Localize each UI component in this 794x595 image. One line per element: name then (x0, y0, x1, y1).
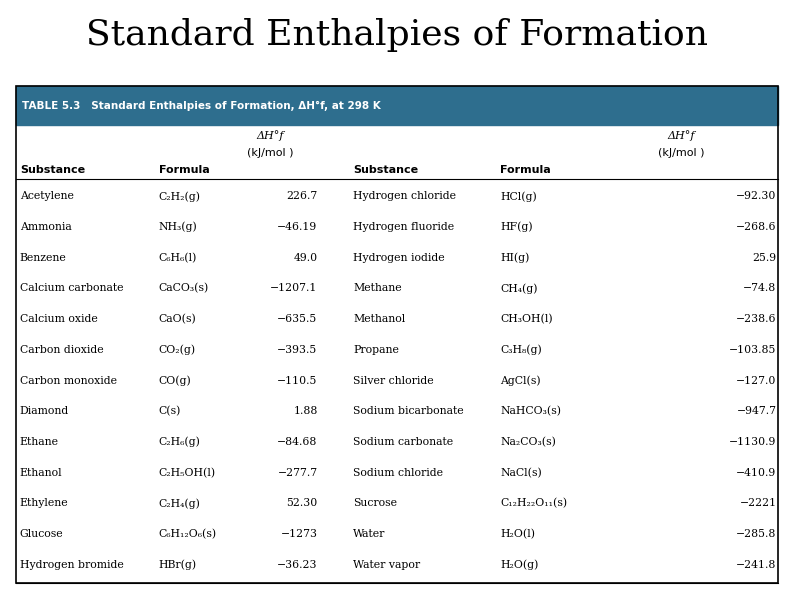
Text: Na₂CO₃(s): Na₂CO₃(s) (500, 437, 556, 447)
Text: NH₃(g): NH₃(g) (159, 222, 198, 232)
Text: CaO(s): CaO(s) (159, 314, 197, 324)
Text: −1130.9: −1130.9 (729, 437, 777, 447)
Text: Sodium bicarbonate: Sodium bicarbonate (353, 406, 464, 416)
Text: Glucose: Glucose (20, 529, 64, 539)
Text: Diamond: Diamond (20, 406, 69, 416)
Text: −947.7: −947.7 (737, 406, 777, 416)
Text: C₂H₂(g): C₂H₂(g) (159, 191, 201, 202)
Text: Calcium oxide: Calcium oxide (20, 314, 98, 324)
Text: −84.68: −84.68 (277, 437, 318, 447)
Text: C₃H₈(g): C₃H₈(g) (500, 345, 542, 355)
Text: CH₄(g): CH₄(g) (500, 283, 538, 294)
Text: H₂O(l): H₂O(l) (500, 529, 535, 539)
Text: Formula: Formula (159, 165, 210, 176)
Text: CO₂(g): CO₂(g) (159, 345, 196, 355)
Text: −410.9: −410.9 (736, 468, 777, 478)
Text: (kJ/mol ): (kJ/mol ) (247, 148, 293, 158)
Text: Standard Enthalpies of Formation: Standard Enthalpies of Formation (86, 18, 708, 52)
Text: −1207.1: −1207.1 (270, 283, 318, 293)
Text: −103.85: −103.85 (729, 345, 777, 355)
Text: HF(g): HF(g) (500, 222, 533, 232)
Text: Benzene: Benzene (20, 253, 67, 262)
Text: Ethane: Ethane (20, 437, 59, 447)
Text: Hydrogen bromide: Hydrogen bromide (20, 560, 124, 570)
Text: −285.8: −285.8 (736, 529, 777, 539)
Text: −241.8: −241.8 (736, 560, 777, 570)
Text: NaHCO₃(s): NaHCO₃(s) (500, 406, 561, 416)
Text: HBr(g): HBr(g) (159, 559, 197, 570)
Text: 226.7: 226.7 (287, 191, 318, 201)
Text: HCl(g): HCl(g) (500, 191, 537, 202)
Text: Acetylene: Acetylene (20, 191, 74, 201)
Text: CH₃OH(l): CH₃OH(l) (500, 314, 553, 324)
Text: Sodium carbonate: Sodium carbonate (353, 437, 453, 447)
Text: Carbon monoxide: Carbon monoxide (20, 375, 117, 386)
Text: 1.88: 1.88 (293, 406, 318, 416)
Text: Hydrogen chloride: Hydrogen chloride (353, 191, 457, 201)
Text: −92.30: −92.30 (736, 191, 777, 201)
Text: Sodium chloride: Sodium chloride (353, 468, 443, 478)
Text: C₂H₅OH(l): C₂H₅OH(l) (159, 468, 216, 478)
Text: −1273: −1273 (280, 529, 318, 539)
Text: Methanol: Methanol (353, 314, 406, 324)
Text: −2221: −2221 (739, 499, 777, 508)
Text: −635.5: −635.5 (277, 314, 318, 324)
Text: C(s): C(s) (159, 406, 181, 416)
Text: C₆H₆(l): C₆H₆(l) (159, 252, 197, 263)
Text: C₁₂H₂₂O₁₁(s): C₁₂H₂₂O₁₁(s) (500, 498, 568, 509)
Text: Substance: Substance (20, 165, 85, 176)
Text: Hydrogen fluoride: Hydrogen fluoride (353, 222, 454, 232)
Text: −110.5: −110.5 (277, 375, 318, 386)
Text: −127.0: −127.0 (736, 375, 777, 386)
Text: CaCO₃(s): CaCO₃(s) (159, 283, 209, 293)
Text: −393.5: −393.5 (277, 345, 318, 355)
Text: Ethylene: Ethylene (20, 499, 68, 508)
Text: HI(g): HI(g) (500, 252, 530, 263)
Text: −46.19: −46.19 (277, 222, 318, 232)
Text: 25.9: 25.9 (753, 253, 777, 262)
Text: −268.6: −268.6 (736, 222, 777, 232)
Text: ΔH°f: ΔH°f (668, 130, 695, 140)
Text: CO(g): CO(g) (159, 375, 191, 386)
Text: Silver chloride: Silver chloride (353, 375, 434, 386)
Text: Methane: Methane (353, 283, 402, 293)
Text: Ammonia: Ammonia (20, 222, 71, 232)
FancyBboxPatch shape (16, 86, 778, 125)
Text: −238.6: −238.6 (736, 314, 777, 324)
Text: H₂O(g): H₂O(g) (500, 559, 538, 570)
Text: Water vapor: Water vapor (353, 560, 421, 570)
Text: Carbon dioxide: Carbon dioxide (20, 345, 103, 355)
Text: Substance: Substance (353, 165, 418, 176)
Text: C₂H₆(g): C₂H₆(g) (159, 437, 201, 447)
Text: 49.0: 49.0 (294, 253, 318, 262)
Text: 52.30: 52.30 (287, 499, 318, 508)
Text: Water: Water (353, 529, 386, 539)
Text: AgCl(s): AgCl(s) (500, 375, 541, 386)
Text: Formula: Formula (500, 165, 551, 176)
Text: TABLE 5.3   Standard Enthalpies of Formation, ΔH°f, at 298 K: TABLE 5.3 Standard Enthalpies of Formati… (22, 101, 381, 111)
Text: C₆H₁₂O₆(s): C₆H₁₂O₆(s) (159, 529, 217, 539)
Text: C₂H₄(g): C₂H₄(g) (159, 498, 201, 509)
Text: Ethanol: Ethanol (20, 468, 63, 478)
Text: Calcium carbonate: Calcium carbonate (20, 283, 123, 293)
Text: Sucrose: Sucrose (353, 499, 397, 508)
Text: −74.8: −74.8 (743, 283, 777, 293)
Text: Hydrogen iodide: Hydrogen iodide (353, 253, 445, 262)
Text: (kJ/mol ): (kJ/mol ) (658, 148, 704, 158)
Text: −36.23: −36.23 (277, 560, 318, 570)
Text: −277.7: −277.7 (277, 468, 318, 478)
Text: NaCl(s): NaCl(s) (500, 468, 542, 478)
Text: Propane: Propane (353, 345, 399, 355)
Text: ΔH°f: ΔH°f (256, 130, 283, 140)
